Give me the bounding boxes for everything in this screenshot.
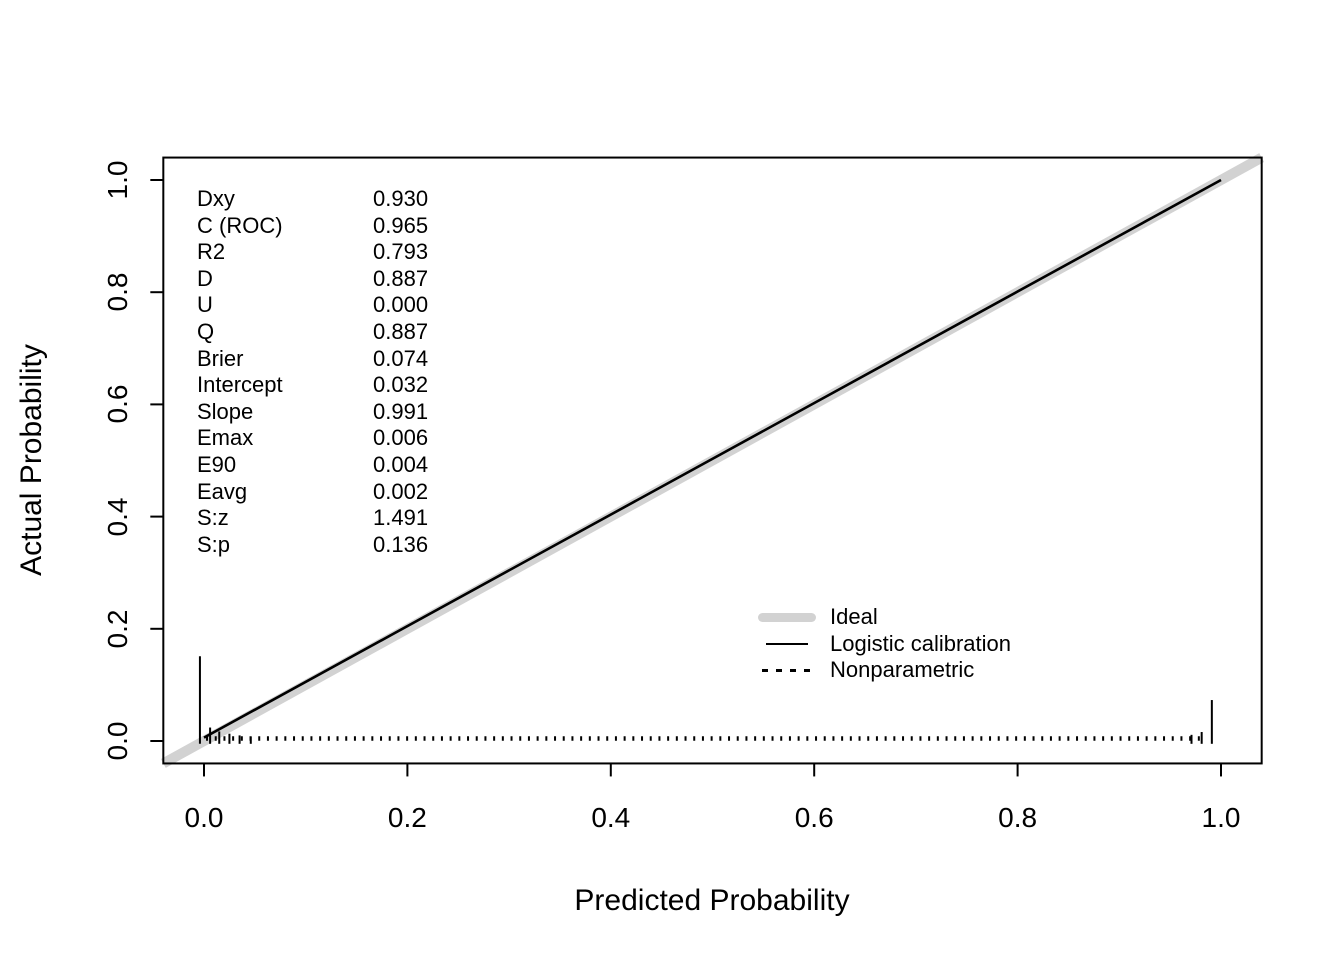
stat-row: Q 0.887 <box>197 319 428 346</box>
stat-value: 0.032 <box>373 372 429 398</box>
legend-label: Ideal <box>830 604 878 630</box>
y-tick-label: 1.0 <box>102 160 133 200</box>
stat-value: 0.887 <box>373 318 429 344</box>
dotted-line-swatch <box>758 669 816 672</box>
stat-value: 0.006 <box>373 425 429 451</box>
solid-line-swatch <box>758 642 816 646</box>
stat-row: Dxy 0.930 <box>197 186 428 213</box>
stat-label: U <box>197 292 213 318</box>
stat-value: 0.004 <box>373 451 429 477</box>
ideal-line-swatch <box>758 612 816 622</box>
stat-label: Intercept <box>197 372 283 398</box>
stat-row: Slope 0.991 <box>197 399 428 426</box>
stat-value: 0.002 <box>373 478 429 504</box>
stat-label: S:z <box>197 505 229 531</box>
x-axis-title: Predicted Probability <box>574 884 850 917</box>
legend-item-nonparametric: Nonparametric <box>758 657 1011 684</box>
y-tick-label: 0.8 <box>102 272 133 312</box>
stat-row: D 0.887 <box>197 266 428 293</box>
stat-row: S:p 0.136 <box>197 532 428 559</box>
stats-block: Dxy 0.930 C (ROC) 0.965 R2 0.793 D 0.887 U 0.000 Q… <box>197 186 428 558</box>
stat-label: Slope <box>197 398 254 424</box>
legend: Ideal Logistic calibration Nonparametric <box>758 604 1011 684</box>
stat-value: 0.000 <box>373 292 429 318</box>
x-tick-label: 1.0 <box>1201 802 1241 833</box>
stat-value: 0.074 <box>373 345 429 371</box>
stat-value: 0.991 <box>373 398 429 424</box>
stat-value: 1.491 <box>373 505 429 531</box>
stat-label: D <box>197 265 213 291</box>
stat-row: Emax 0.006 <box>197 425 428 452</box>
x-tick-label: 0.2 <box>387 802 427 833</box>
x-tick-label: 0.4 <box>591 802 631 833</box>
stat-label: E90 <box>197 451 237 477</box>
legend-item-ideal: Ideal <box>758 604 1011 631</box>
stat-row: U 0.000 <box>197 292 428 319</box>
plot-box <box>162 156 1263 765</box>
stat-label: C (ROC) <box>197 212 283 238</box>
stat-label: S:p <box>197 531 231 557</box>
x-tick-label: 0.6 <box>794 802 834 833</box>
y-tick-label: 0.4 <box>102 497 133 537</box>
stat-label: Eavg <box>197 478 248 504</box>
x-tick-label: 0.8 <box>998 802 1038 833</box>
legend-label: Logistic calibration <box>830 630 1011 656</box>
stat-label: R2 <box>197 239 226 265</box>
stat-row: S:z 1.491 <box>197 505 428 532</box>
y-axis-title: Actual Probability <box>15 344 48 576</box>
x-tick-label: 0.0 <box>184 802 224 833</box>
y-tick-label: 0.6 <box>102 384 133 424</box>
stat-label: Dxy <box>197 186 235 211</box>
stat-row: Intercept 0.032 <box>197 372 428 399</box>
legend-label: Nonparametric <box>830 657 975 683</box>
stat-row: C (ROC) 0.965 <box>197 213 428 240</box>
legend-item-logistic-calibration: Logistic calibration <box>758 631 1011 658</box>
stat-value: 0.887 <box>373 265 429 291</box>
stat-value: 0.965 <box>373 212 429 238</box>
stat-value: 0.793 <box>373 239 429 265</box>
stat-row: Brier 0.074 <box>197 346 428 373</box>
stat-row: Eavg 0.002 <box>197 479 428 506</box>
stat-value: 0.930 <box>373 186 429 211</box>
y-tick-label: 0.0 <box>102 721 133 761</box>
y-tick-label: 0.2 <box>102 609 133 649</box>
stat-label: Q <box>197 318 215 344</box>
stat-row: E90 0.004 <box>197 452 428 479</box>
stat-label: Brier <box>197 345 244 371</box>
stat-label: Emax <box>197 425 254 451</box>
stat-row: R2 0.793 <box>197 239 428 266</box>
series-line-solid <box>203 178 1222 739</box>
stat-value: 0.136 <box>373 531 429 557</box>
